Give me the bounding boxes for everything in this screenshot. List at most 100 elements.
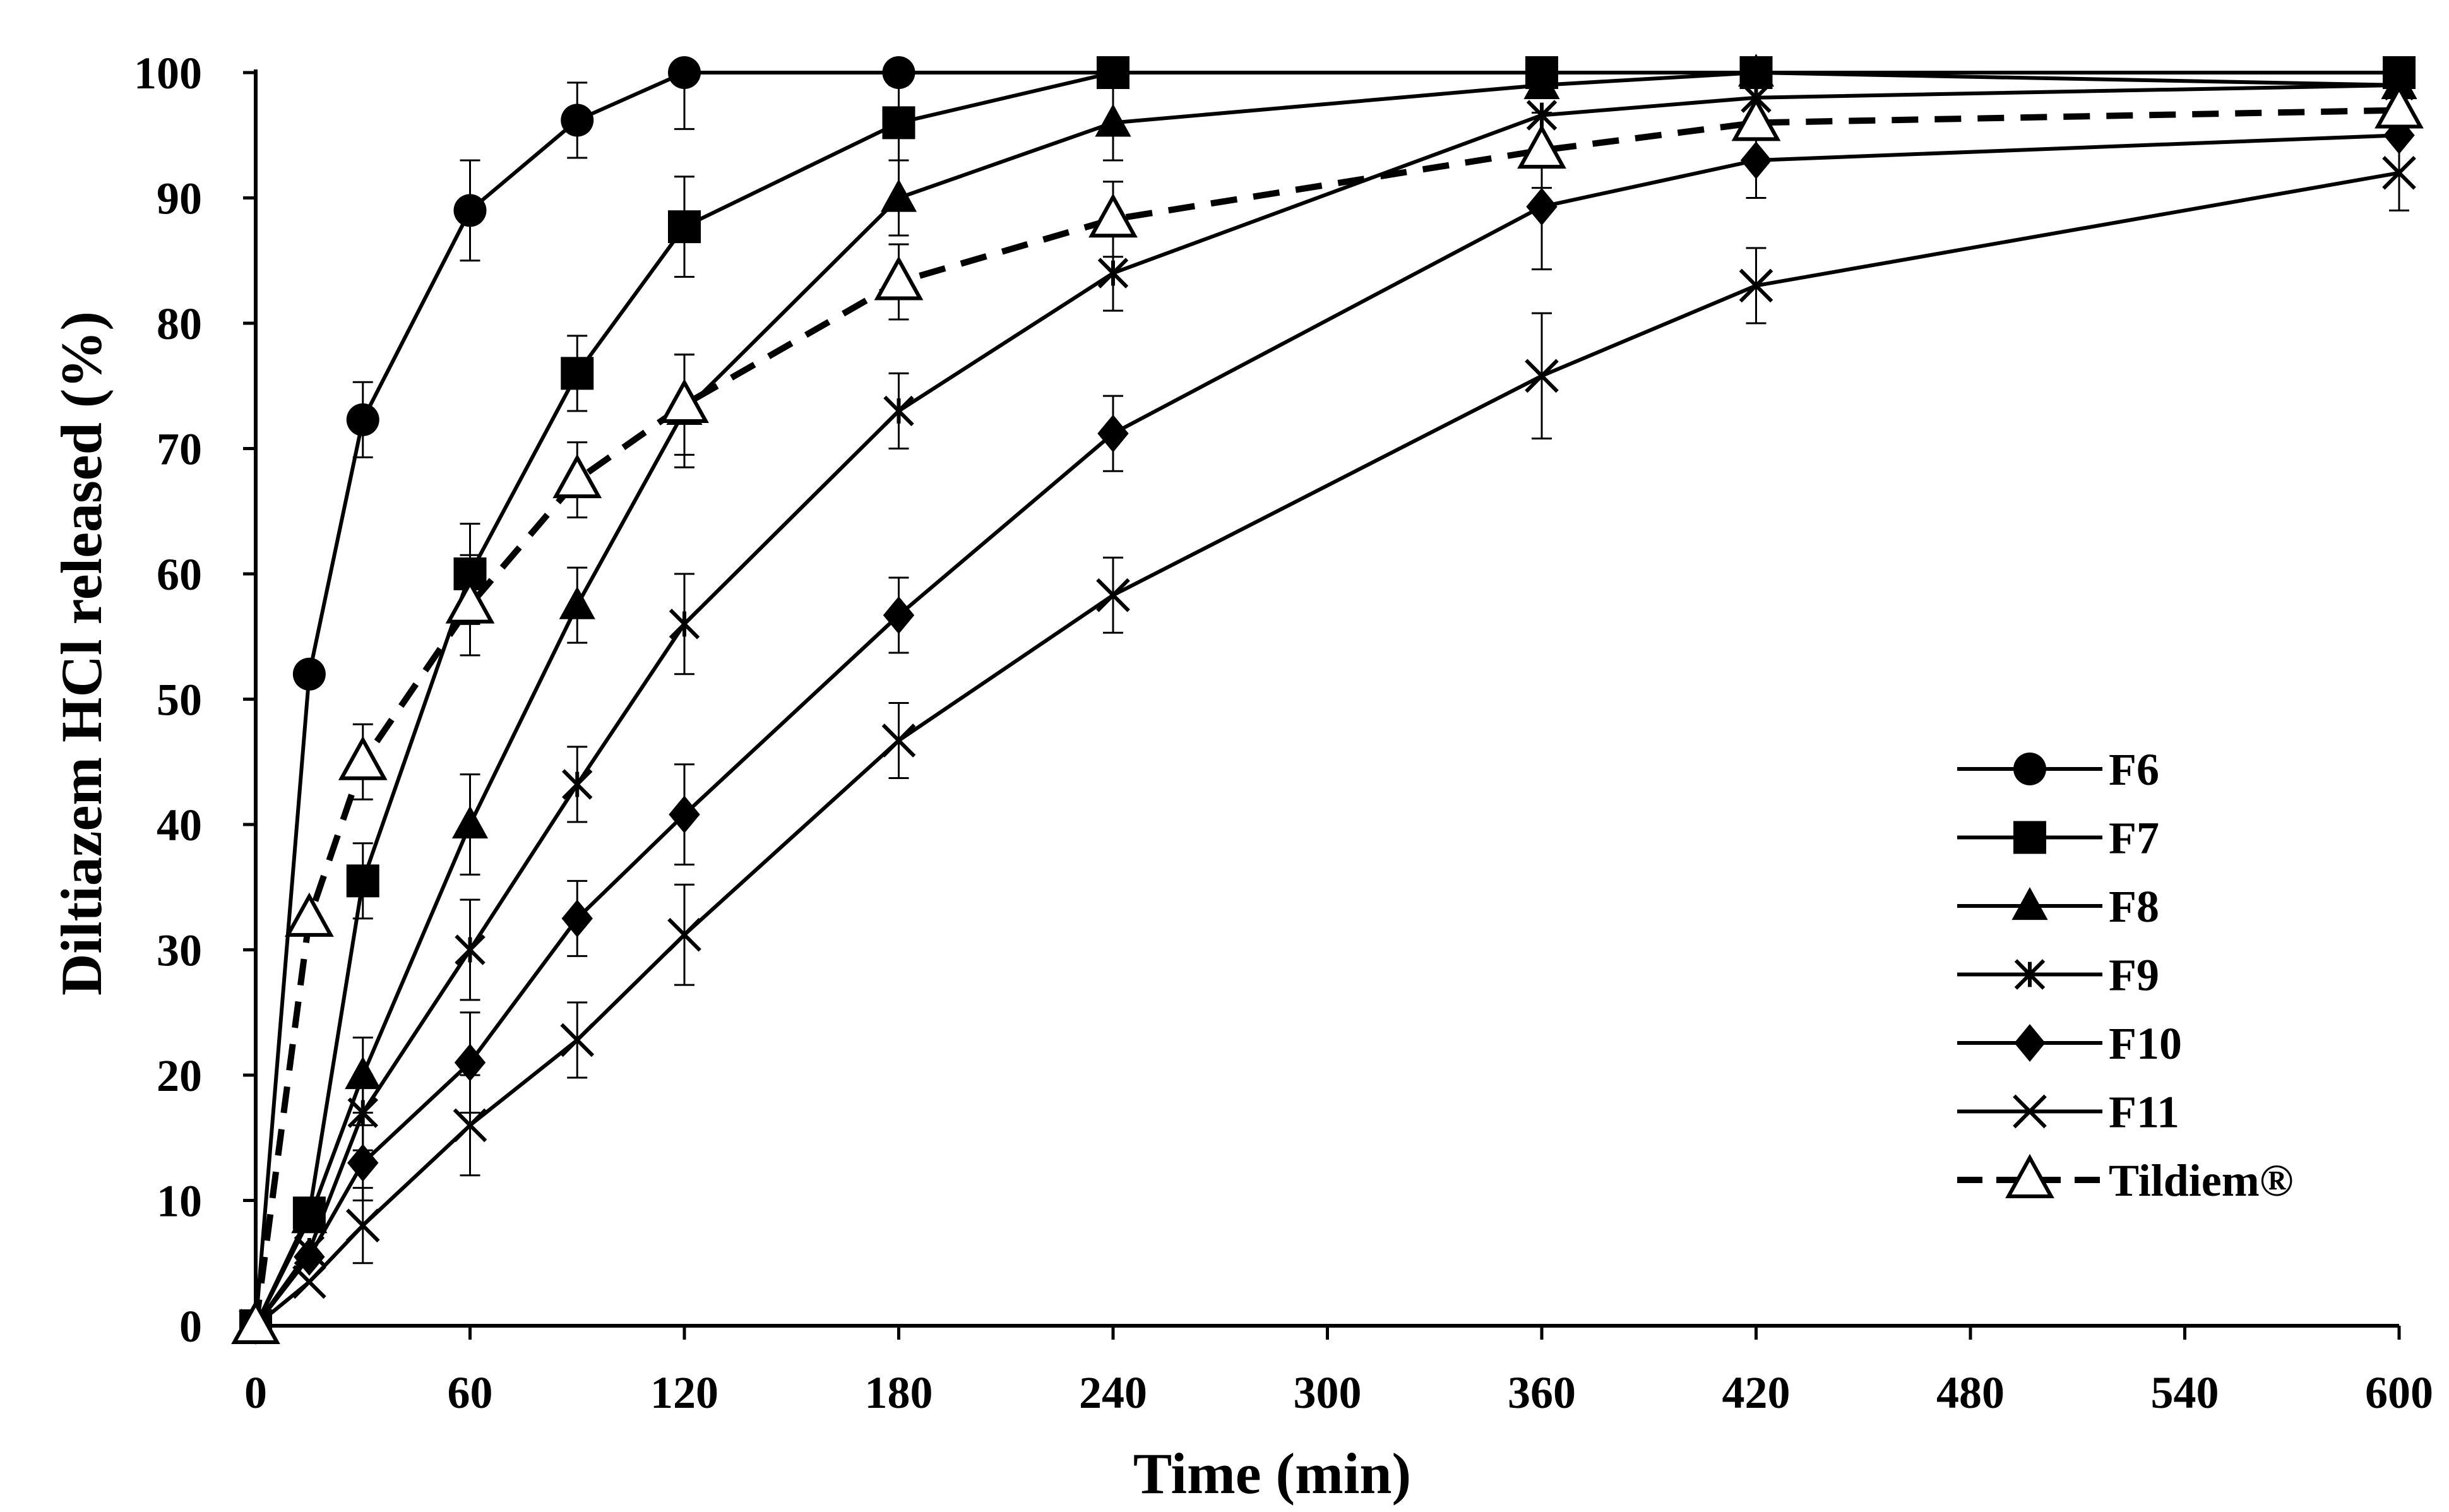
data-point-f10 [454, 1044, 486, 1082]
data-point-f10 [669, 795, 700, 834]
data-point-f10 [2383, 116, 2415, 155]
x-tick-label: 180 [865, 1367, 933, 1418]
series-line-f8 [254, 71, 2400, 1327]
legend-label-f8: F8 [2109, 881, 2159, 932]
y-tick-label: 30 [157, 926, 202, 976]
legend-label-f6: F6 [2109, 744, 2159, 795]
data-point-f9 [562, 769, 593, 800]
series-line-f7 [254, 71, 2399, 1327]
data-point-f8 [559, 586, 595, 619]
data-point-f8 [880, 179, 917, 212]
data-point-f7 [1097, 56, 1129, 89]
data-point-f10 [561, 899, 593, 938]
data-point-f11 [560, 1023, 595, 1057]
y-tick-label: 60 [157, 549, 202, 600]
x-tick-label: 540 [2151, 1367, 2219, 1418]
data-point-f10 [883, 596, 915, 634]
data-point-tildiem [1517, 124, 1566, 169]
data-point-f6 [882, 56, 915, 89]
y-tick-label: 50 [157, 675, 202, 725]
y-tick-label: 70 [157, 424, 202, 475]
data-point-f10 [1526, 188, 1558, 226]
data-point-f9 [1097, 258, 1129, 289]
data-point-f8 [1523, 66, 1560, 99]
data-point-f8 [291, 1200, 328, 1234]
legend: F6 F7 F8 F9 F10 F11 Tildiem® [1957, 744, 2294, 1206]
y-tick-label: 100 [134, 48, 202, 98]
x-tick-label: 300 [1294, 1367, 1362, 1418]
data-point-f7 [668, 210, 701, 244]
legend-marker-f10 [2014, 1024, 2046, 1062]
legend-label-f11: F11 [2109, 1087, 2179, 1138]
data-point-f6 [346, 403, 379, 436]
data-point-f10 [347, 1144, 379, 1182]
data-point-f6 [668, 56, 701, 89]
data-point-f9 [1526, 100, 1558, 131]
legend-label-tildiem: Tildiem® [2109, 1155, 2294, 1206]
data-point-f8 [1737, 54, 1775, 87]
y-tick-label: 80 [157, 299, 202, 349]
data-point-tildiem [284, 892, 334, 937]
data-point-tildiem [2375, 84, 2424, 129]
data-point-f7 [346, 864, 379, 898]
data-point-f9 [455, 934, 486, 965]
data-point-tildiem [660, 378, 709, 424]
data-point-f6 [561, 104, 594, 137]
series-line-tildiem [253, 107, 2400, 1326]
x-tick-label: 600 [2365, 1367, 2433, 1418]
data-point-f11 [667, 917, 701, 952]
data-point-f11 [292, 1265, 326, 1299]
data-point-f11 [453, 1108, 487, 1143]
x-tick-label: 360 [1508, 1367, 1576, 1418]
y-axis-label: Diltiazem HCl released (%) [49, 311, 114, 996]
x-axis-label: Time (min) [1133, 1441, 1411, 1506]
legend-marker-f11 [2013, 1094, 2047, 1129]
legend-label-f10: F10 [2109, 1018, 2182, 1069]
legend-marker-f9 [2014, 959, 2046, 990]
data-point-tildiem [552, 453, 602, 499]
data-point-f11 [2382, 155, 2416, 190]
data-point-f9 [883, 395, 914, 427]
data-point-f8 [345, 1056, 381, 1090]
legend-label-f7: F7 [2109, 813, 2159, 864]
data-point-f7 [882, 106, 915, 140]
data-point-f11 [1096, 578, 1130, 612]
data-point-f11 [1739, 268, 1773, 303]
y-tick-label: 40 [157, 800, 202, 850]
legend-marker-f6 [2013, 753, 2046, 785]
data-point-f8 [1095, 104, 1131, 137]
data-point-tildiem [338, 735, 388, 780]
legend-marker-f7 [2013, 821, 2046, 854]
data-point-f11 [345, 1208, 380, 1243]
data-point-f6 [292, 657, 326, 691]
data-point-f11 [881, 723, 916, 758]
legend-label-f9: F9 [2109, 950, 2159, 1001]
data-point-f9 [347, 1097, 378, 1128]
data-point-tildiem [1088, 193, 1138, 238]
series-markers [231, 54, 2424, 1345]
data-point-f10 [1740, 141, 1772, 179]
y-tick-label: 20 [157, 1051, 202, 1101]
y-tick-label: 90 [157, 174, 202, 224]
x-tick-label: 240 [1079, 1367, 1147, 1418]
y-tick-label: 0 [179, 1301, 202, 1352]
series-line-f10 [254, 133, 2400, 1327]
data-point-tildiem [445, 579, 495, 624]
legend-marker-tildiem [2005, 1153, 2054, 1198]
data-point-f9 [669, 609, 700, 640]
data-point-f6 [453, 194, 487, 227]
x-tick-label: 480 [1936, 1367, 2005, 1418]
y-tick-label: 10 [157, 1176, 202, 1227]
x-tick-label: 420 [1722, 1367, 1791, 1418]
data-point-f10 [294, 1237, 325, 1276]
series-line-f9 [254, 83, 2400, 1327]
axes: 0 60 120 180 240 300 360 420 480 540 600 0 10 20 30 40 5… [134, 48, 2433, 1418]
data-point-f7 [561, 357, 594, 390]
data-point-tildiem [1731, 97, 1781, 141]
data-point-f11 [1525, 359, 1559, 393]
data-point-f10 [1097, 414, 1129, 453]
series-line-f6 [254, 71, 2399, 1326]
x-tick-label: 120 [650, 1367, 718, 1418]
x-tick-label: 60 [448, 1367, 493, 1418]
